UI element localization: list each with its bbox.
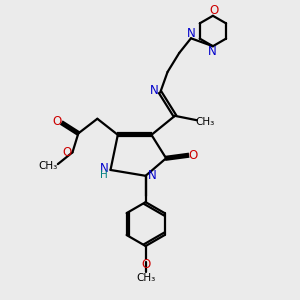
Text: O: O <box>189 149 198 162</box>
Text: O: O <box>52 115 62 128</box>
Text: O: O <box>209 4 218 17</box>
Text: N: N <box>187 26 195 40</box>
Text: N: N <box>208 45 217 58</box>
Text: CH₃: CH₃ <box>39 160 58 171</box>
Text: N: N <box>100 162 108 175</box>
Text: CH₃: CH₃ <box>195 117 214 127</box>
Text: O: O <box>141 258 150 271</box>
Text: H: H <box>100 170 108 180</box>
Text: N: N <box>149 85 158 98</box>
Text: O: O <box>63 146 72 159</box>
Text: CH₃: CH₃ <box>136 273 155 283</box>
Text: N: N <box>148 169 156 182</box>
